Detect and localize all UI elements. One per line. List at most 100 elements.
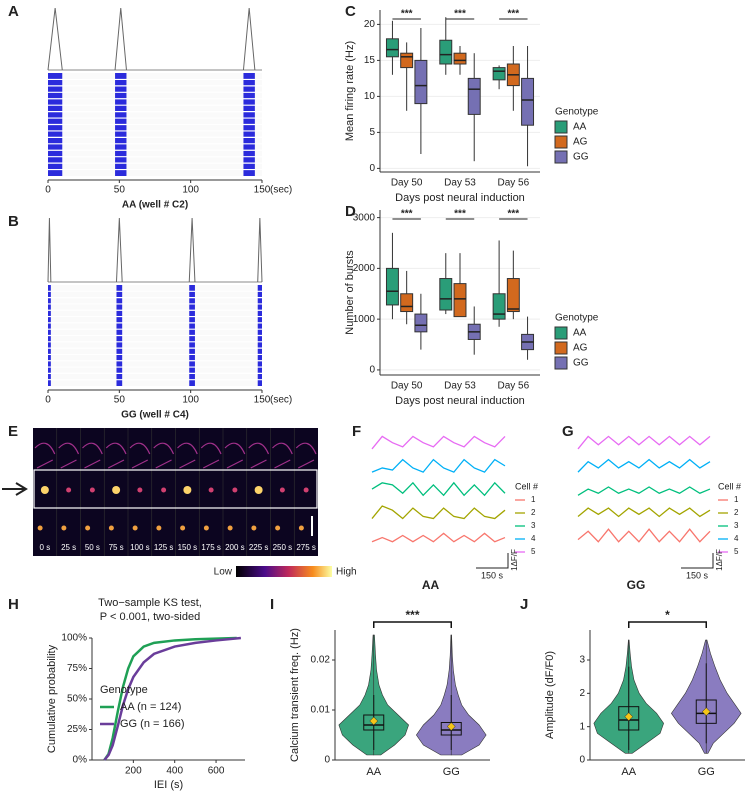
- decoration: [203, 525, 209, 531]
- x-unit: (sec): [270, 395, 292, 406]
- x-tick-label: 100: [182, 395, 199, 406]
- legend-key: [554, 326, 568, 340]
- panel-label: D: [345, 203, 356, 220]
- panel-label: B: [8, 213, 19, 230]
- decoration: [156, 525, 162, 531]
- y-tick-label: 25%: [67, 724, 87, 735]
- decoration: [58, 442, 80, 469]
- decoration: [208, 487, 214, 493]
- violin: [416, 634, 452, 756]
- y-tick-label: 10: [364, 91, 376, 102]
- time-label: 0 s: [40, 543, 51, 552]
- x-tick-label: 0: [45, 185, 51, 196]
- decoration: [183, 486, 192, 494]
- y-axis-title: Amplitude (dF/F0): [544, 651, 556, 739]
- box: [414, 59, 428, 105]
- y-tick-label: 15: [364, 55, 376, 66]
- x-tick-label: GG: [698, 766, 715, 778]
- panel-label: F: [352, 423, 361, 440]
- y-tick-label: 0.01: [311, 705, 331, 716]
- scale-label: 1ΔF/F: [715, 549, 724, 571]
- panel-label: I: [270, 596, 274, 613]
- x-tick-label: 150: [254, 185, 271, 196]
- group-label: AA: [422, 578, 440, 592]
- time-label: 50 s: [85, 543, 100, 552]
- decoration: [373, 621, 452, 628]
- mean: [369, 716, 379, 726]
- x-tick-label: Day 56: [497, 178, 529, 189]
- y-tick-label: 100%: [61, 633, 87, 644]
- legend-label: 2: [531, 508, 536, 517]
- y-tick-label: 2000: [353, 263, 376, 274]
- cdf-line: [103, 636, 241, 761]
- decoration: [33, 469, 318, 509]
- legend-key: [554, 356, 568, 370]
- colorbar: [236, 566, 332, 577]
- legend-label: GG: [573, 358, 589, 369]
- box: [439, 39, 453, 65]
- time-label: 125 s: [154, 543, 174, 552]
- legend-label: AG: [573, 137, 588, 148]
- y-axis-title: Number of bursts: [344, 250, 356, 335]
- x-tick-label: 150: [254, 395, 271, 406]
- y-tick-label: 1: [579, 721, 585, 732]
- decoration: [298, 525, 304, 531]
- legend-label: 3: [734, 521, 739, 530]
- violin: [671, 639, 707, 754]
- decoration: [476, 553, 509, 569]
- decoration: [105, 442, 127, 469]
- decoration: [254, 486, 263, 494]
- panel-label: H: [8, 596, 19, 613]
- significance: ***: [507, 209, 519, 220]
- box: [453, 283, 467, 318]
- legend-label: 4: [734, 534, 739, 543]
- trace: [371, 505, 506, 520]
- chart-subtitle: P < 0.001, two-sided: [100, 611, 200, 623]
- trace: [371, 435, 506, 450]
- legend-label: 4: [531, 534, 536, 543]
- trace: [577, 507, 711, 518]
- box: [695, 699, 717, 724]
- scale-label: 150 s: [481, 570, 504, 580]
- panel-label: C: [345, 3, 356, 20]
- time-label: 200 s: [225, 543, 245, 552]
- decoration: [628, 621, 707, 628]
- legend-title: Genotype: [555, 107, 599, 118]
- decoration: [82, 442, 103, 469]
- violin: [705, 639, 742, 754]
- box: [492, 293, 506, 320]
- legend-title: Cell #: [718, 481, 741, 491]
- x-tick-label: Day 50: [391, 178, 423, 189]
- decoration: [177, 442, 198, 469]
- significance: ***: [405, 608, 419, 622]
- x-tick-label: Day 56: [497, 381, 529, 392]
- x-tick-label: 200: [125, 766, 142, 777]
- legend-title: Genotype: [555, 313, 599, 324]
- x-tick-label: AA: [366, 766, 381, 778]
- significance: ***: [507, 9, 519, 20]
- violin: [628, 639, 664, 754]
- decoration: [132, 525, 138, 531]
- x-tick-label: 50: [114, 185, 126, 196]
- mean: [701, 707, 711, 717]
- decoration: [112, 486, 121, 494]
- decoration: [279, 487, 285, 493]
- colorbar-label: High: [336, 567, 357, 578]
- y-tick-label: 3000: [353, 212, 376, 223]
- box: [439, 278, 453, 311]
- mean: [446, 722, 456, 731]
- panel-label: E: [8, 423, 18, 440]
- box: [453, 52, 467, 65]
- legend-label: AA: [573, 122, 587, 133]
- decoration: [40, 486, 49, 494]
- legend-label: AA: [573, 328, 587, 339]
- colorbar-label: Low: [214, 567, 233, 578]
- decoration: [34, 442, 56, 469]
- x-tick-label: 400: [166, 766, 183, 777]
- x-unit: (sec): [270, 185, 292, 196]
- legend-label: 1: [531, 495, 536, 504]
- time-label: 225 s: [249, 543, 269, 552]
- legend-key: [554, 341, 568, 355]
- box: [618, 706, 640, 731]
